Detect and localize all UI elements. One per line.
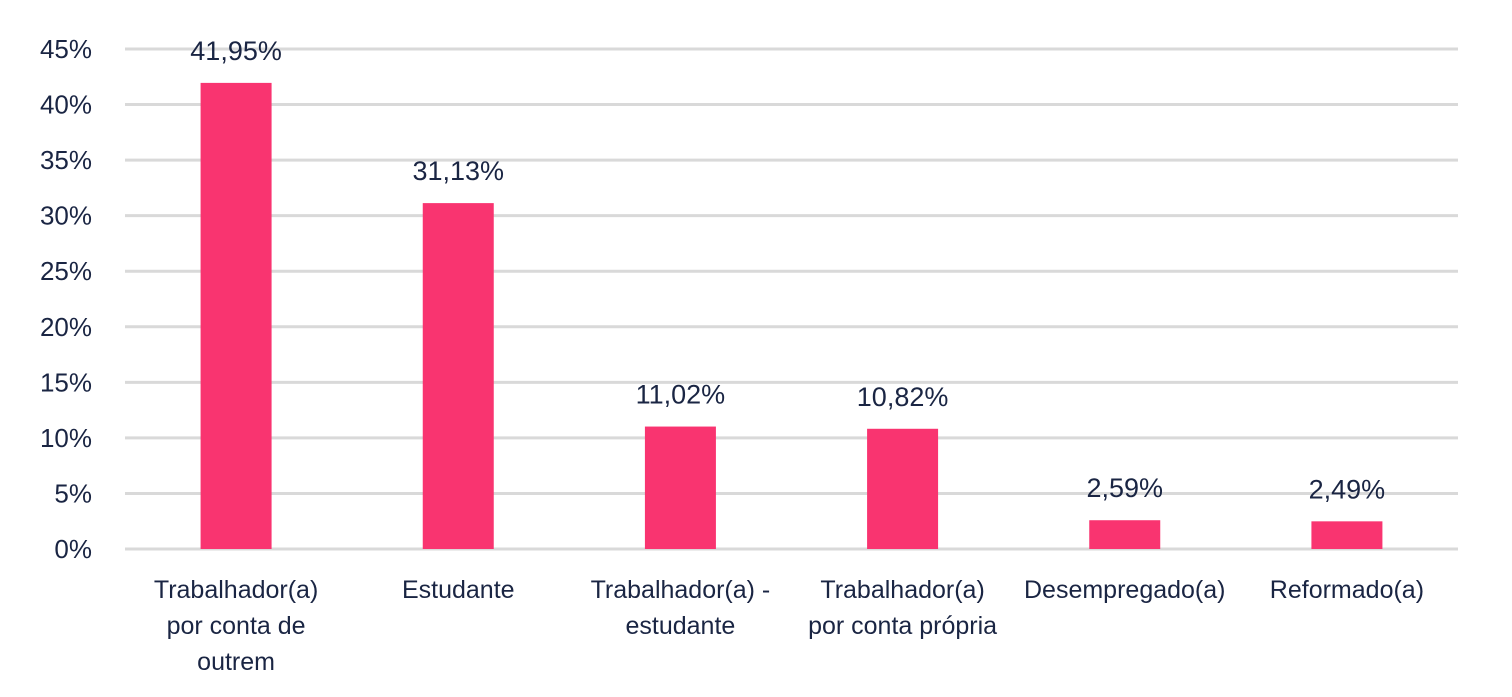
category-label-line: Trabalhador(a) - <box>591 576 771 604</box>
bar <box>1311 521 1383 549</box>
data-label: 2,59% <box>1086 473 1163 503</box>
y-tick-label: 0% <box>54 534 92 564</box>
category-label: Estudante <box>402 576 515 604</box>
category-label-line: Trabalhador(a) <box>154 576 318 604</box>
category-label-line: por conta própria <box>808 612 997 640</box>
data-label: 41,95% <box>190 36 282 66</box>
category-label-line: por conta de <box>167 612 306 640</box>
category-label: Trabalhador(a) por conta de outrem <box>154 576 318 676</box>
gridlines <box>125 47 1458 551</box>
y-tick-label: 35% <box>40 145 92 175</box>
category-label-line: Desempregado(a) <box>1024 576 1226 604</box>
category-label-line: outrem <box>197 648 275 676</box>
x-axis-category-labels: Trabalhador(a) por conta de outrem Estudant… <box>154 576 1424 676</box>
y-tick-label: 20% <box>40 312 92 342</box>
bar <box>1089 520 1161 549</box>
y-tick-label: 15% <box>40 367 92 397</box>
data-label: 11,02% <box>636 380 726 410</box>
category-label: Trabalhador(a) por conta própria <box>808 576 997 640</box>
y-tick-label: 45% <box>40 34 92 64</box>
bars <box>200 82 1383 549</box>
bar <box>867 428 939 549</box>
data-label: 10,82% <box>857 382 949 412</box>
y-tick-label: 40% <box>40 90 92 120</box>
data-label: 2,49% <box>1309 474 1386 504</box>
data-label: 31,13% <box>412 156 504 186</box>
bar <box>422 203 494 549</box>
category-label-line: Trabalhador(a) <box>820 576 984 604</box>
y-tick-label: 30% <box>40 201 92 231</box>
bar <box>200 82 272 549</box>
bar <box>644 426 716 549</box>
category-label: Desempregado(a) <box>1024 576 1226 604</box>
y-axis-tick-labels: 0% 5% 10% 15% 20% 25% 30% 35% 40% 45% <box>40 34 92 564</box>
data-labels: 41,95% 31,13% 11,02% 10,82% 2,59% 2,49% <box>190 36 1385 504</box>
category-label-line: estudante <box>626 612 736 640</box>
category-label: Trabalhador(a) - estudante <box>591 576 771 640</box>
y-tick-label: 25% <box>40 256 92 286</box>
y-tick-label: 10% <box>40 423 92 453</box>
category-label-line: Reformado(a) <box>1270 576 1424 604</box>
category-label: Reformado(a) <box>1270 576 1424 604</box>
y-tick-label: 5% <box>54 478 92 508</box>
category-label-line: Estudante <box>402 576 515 604</box>
